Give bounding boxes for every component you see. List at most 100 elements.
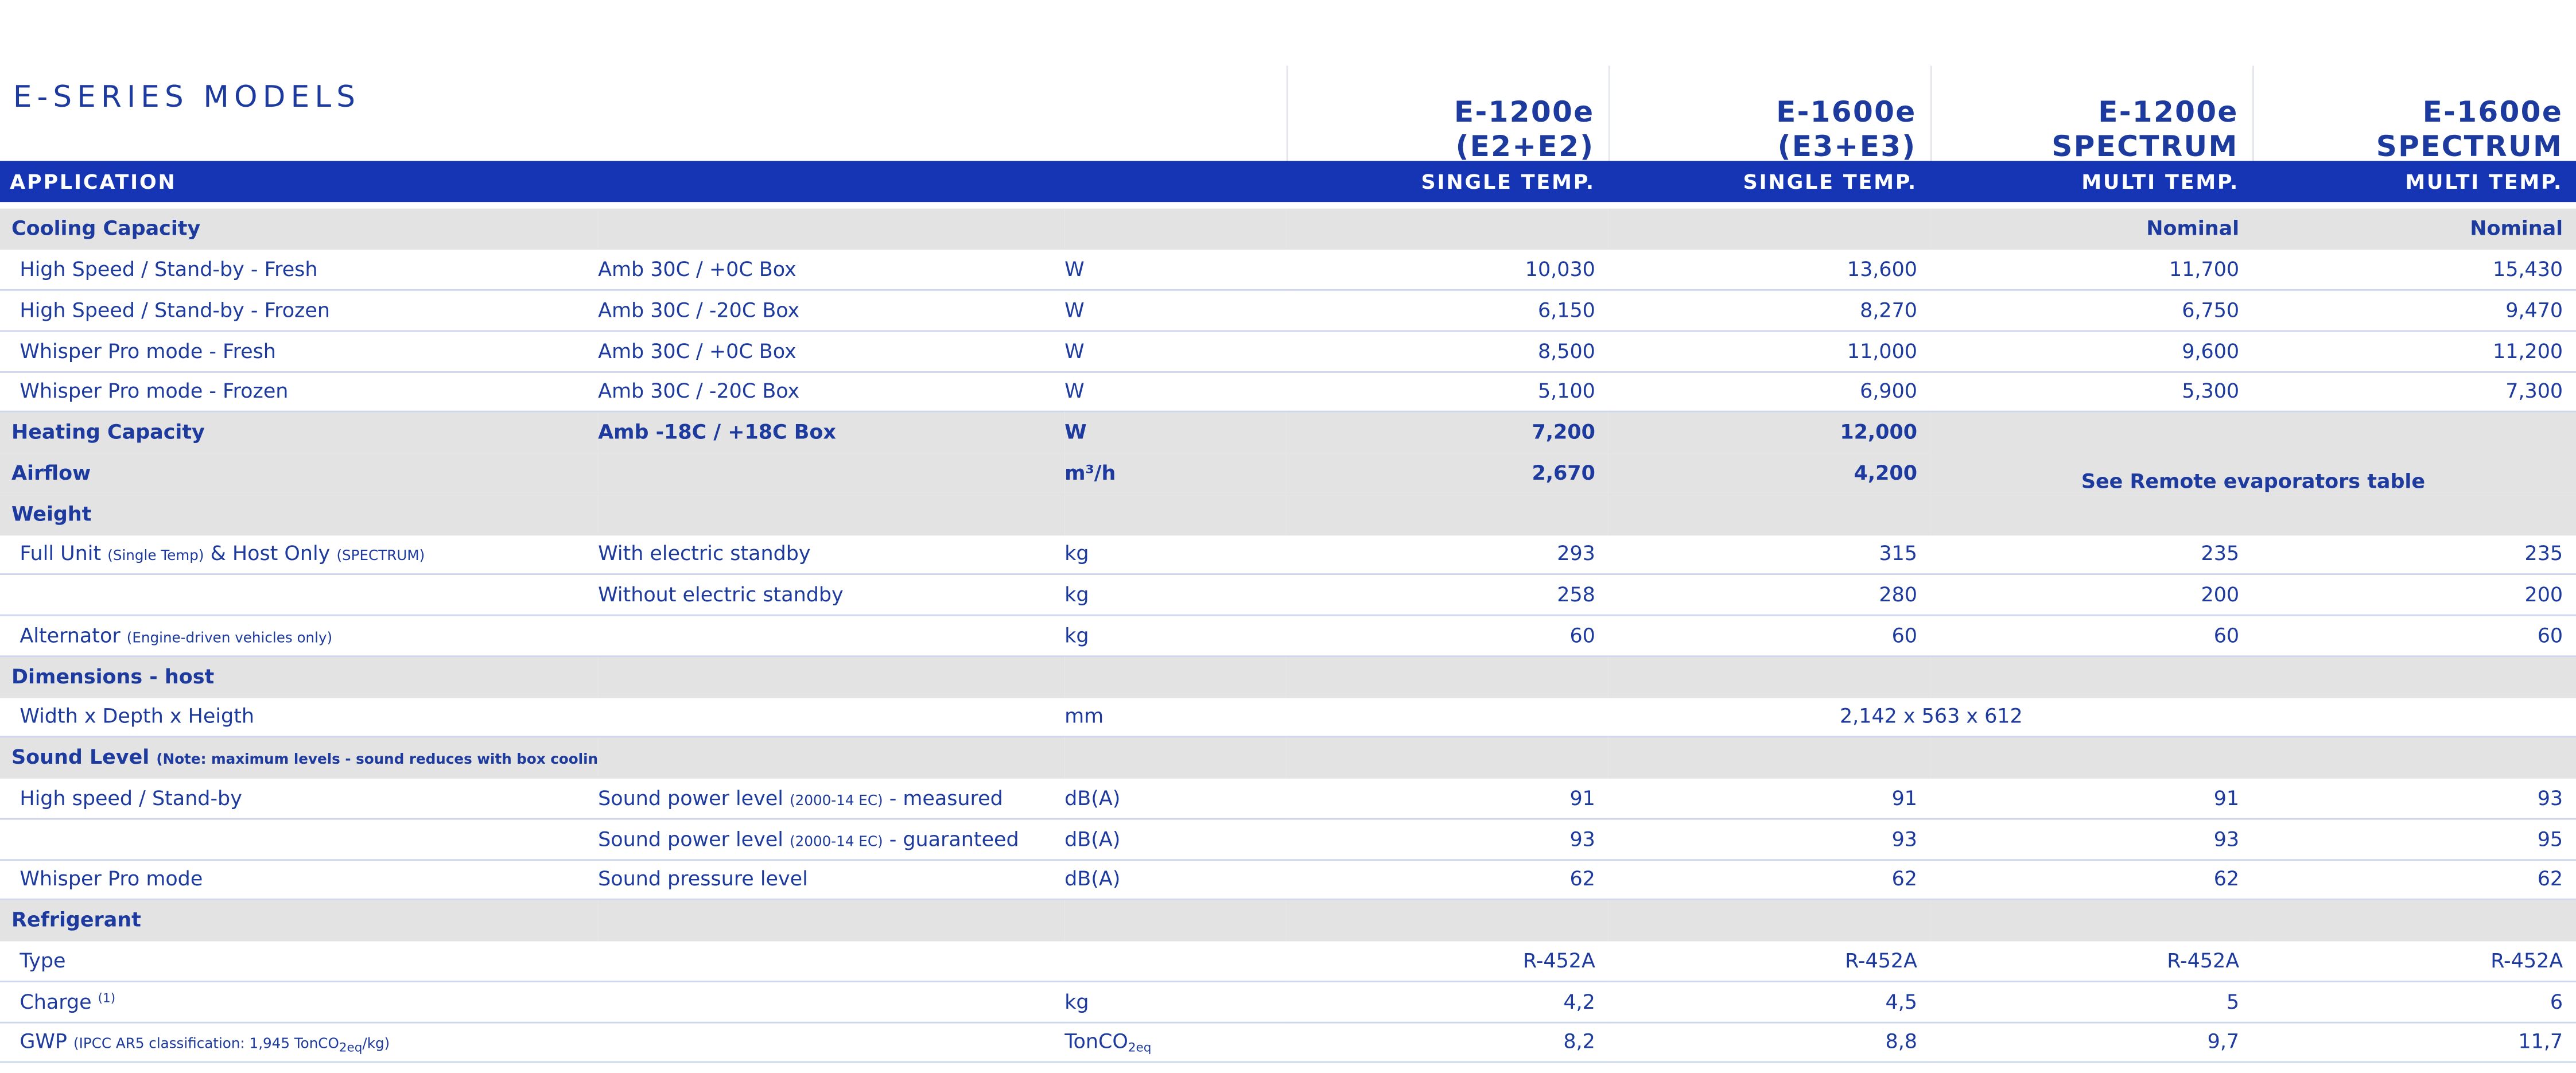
text-part: Without electric standby bbox=[598, 583, 844, 607]
cell-value: R-452A bbox=[1930, 940, 2253, 982]
text-part: (Note: maximum levels - sound reduces wi… bbox=[156, 752, 599, 769]
cell-value bbox=[1608, 737, 1930, 779]
text-part: Sound Level bbox=[11, 746, 157, 769]
cell-value bbox=[1286, 656, 1608, 698]
model-name: (E3+E3) bbox=[1777, 131, 1917, 165]
text-part: With electric standby bbox=[598, 542, 811, 566]
row-condition: With electric standby bbox=[598, 534, 1065, 576]
cell-value: 235 bbox=[1930, 534, 2253, 576]
row-condition bbox=[598, 696, 1065, 738]
text-part: Cooling Capacity bbox=[11, 217, 201, 240]
cell-value: 11,000 bbox=[1608, 331, 1930, 372]
cell-value: 9,7 bbox=[1930, 1021, 2253, 1063]
data-row: Width x Depth x Heigth mm 2,142 x 563 x 61… bbox=[0, 696, 2576, 738]
text-part: Width x Depth x Heigth bbox=[20, 705, 255, 729]
cell-value: 293 bbox=[1286, 534, 1608, 576]
row-label: Whisper Pro mode - Fresh bbox=[0, 331, 599, 372]
cell-value bbox=[1608, 208, 1930, 250]
row-unit: W bbox=[1064, 411, 1287, 454]
cell-value: Nominal bbox=[2252, 208, 2576, 250]
text-part: (1) bbox=[98, 990, 116, 1005]
cell-value: 4,200 bbox=[1608, 452, 1930, 495]
row-condition: Amb -18C / +18C Box bbox=[598, 411, 1065, 454]
row-unit bbox=[1064, 493, 1287, 535]
text-part: Refrigerant bbox=[11, 908, 141, 932]
text-part: W bbox=[1064, 258, 1085, 281]
text-part: dB(A) bbox=[1064, 827, 1121, 850]
application-row: APPLICATION SINGLE TEMP. SINGLE TEMP. MULT… bbox=[0, 161, 2576, 203]
row-label bbox=[0, 818, 599, 860]
row-unit bbox=[1064, 208, 1287, 250]
cell-value: 93 bbox=[1930, 818, 2253, 860]
cell-value bbox=[1286, 208, 1608, 250]
text-part: Whisper Pro mode bbox=[20, 868, 203, 891]
cell-value: 11,700 bbox=[1930, 249, 2253, 291]
row-label: Whisper Pro mode - Frozen bbox=[0, 371, 599, 413]
text-part: W bbox=[1064, 339, 1085, 363]
text-part: kg bbox=[1064, 542, 1089, 566]
data-row: High speed / Stand-by Sound power level (… bbox=[0, 777, 2576, 819]
text-part: Amb 30C / -20C Box bbox=[598, 380, 800, 403]
row-condition bbox=[598, 208, 1065, 250]
cell-value: 7,200 bbox=[1286, 411, 1608, 454]
section-row: Dimensions - host bbox=[0, 656, 2576, 698]
row-label: Dimensions - host bbox=[0, 656, 599, 698]
data-row: Sound power level (2000-14 EC) - guarant… bbox=[0, 818, 2576, 860]
cell-value: 91 bbox=[1930, 777, 2253, 819]
row-unit bbox=[1064, 940, 1287, 982]
application-label: APPLICATION bbox=[10, 170, 177, 193]
section-row: Weight bbox=[0, 493, 2576, 535]
cell-value bbox=[1608, 656, 1930, 698]
row-condition bbox=[598, 615, 1065, 657]
row-label: Full Unit (Single Temp) & Host Only (SPE… bbox=[0, 534, 599, 576]
cell-value: 8,2 bbox=[1286, 1021, 1608, 1063]
data-row: Without electric standby kg 258 280 200 200 bbox=[0, 574, 2576, 616]
row-label: Sound Level (Note: maximum levels - soun… bbox=[0, 737, 599, 779]
model-header: E-1600e SPECTRUM bbox=[2251, 65, 2576, 176]
data-row: Whisper Pro mode Sound pressure level dB(A… bbox=[0, 859, 2576, 901]
row-label: Airflow bbox=[0, 452, 599, 495]
text-part: TonCO bbox=[1064, 1029, 1128, 1053]
cell-value: 280 bbox=[1608, 574, 1930, 616]
cell-value bbox=[1930, 656, 2253, 698]
row-condition: Sound pressure level bbox=[598, 859, 1065, 901]
application-value: MULTI TEMP. bbox=[2081, 170, 2240, 193]
data-row: GWP (IPCC AR5 classification: 1,945 TonC… bbox=[0, 1021, 2576, 1063]
row-condition bbox=[598, 493, 1065, 535]
cell-value: 13,600 bbox=[1608, 249, 1930, 291]
cell-value: 62 bbox=[1608, 859, 1930, 901]
cell-value: 93 bbox=[2252, 777, 2576, 819]
cell-value: 200 bbox=[2252, 574, 2576, 616]
cell-value: 12,000 bbox=[1608, 411, 1930, 454]
row-label: GWP (IPCC AR5 classification: 1,945 TonC… bbox=[0, 1021, 599, 1063]
cell-value: R-452A bbox=[2252, 940, 2576, 982]
text-part: - measured bbox=[883, 786, 1003, 810]
text-part: 2eq bbox=[339, 1039, 363, 1055]
cell-value: 8,500 bbox=[1286, 331, 1608, 372]
row-unit: kg bbox=[1064, 534, 1287, 576]
row-unit: kg bbox=[1064, 981, 1287, 1023]
text-part: Weight bbox=[11, 501, 92, 526]
row-condition: Sound power level (2000-14 EC) - measure… bbox=[598, 777, 1065, 819]
text-part: W bbox=[1064, 298, 1085, 322]
section-row: Heating Capacity Amb -18C / +18C Box W 7,20… bbox=[0, 411, 2576, 495]
text-part: Whisper Pro mode - Frozen bbox=[20, 380, 289, 403]
text-part: (Engine-driven vehicles only) bbox=[126, 630, 333, 647]
cell-value: 60 bbox=[2252, 615, 2576, 657]
cell-value: 5 bbox=[1930, 981, 2253, 1023]
cell-value bbox=[1286, 737, 1608, 779]
cell-value: 60 bbox=[1930, 615, 2253, 657]
row-label: Weight bbox=[0, 493, 599, 535]
application-value: MULTI TEMP. bbox=[2405, 170, 2563, 193]
cell-value bbox=[1608, 900, 1930, 942]
cell-value: 2,670 bbox=[1286, 452, 1608, 495]
row-unit: kg bbox=[1064, 574, 1287, 616]
data-row: Charge (1) kg 4,2 4,5 5 6 bbox=[0, 981, 2576, 1023]
model-name: E-1600e bbox=[2422, 96, 2563, 130]
merged-note: See Remote evaporators table bbox=[1930, 411, 2576, 495]
text-part: GWP bbox=[20, 1029, 74, 1053]
row-condition bbox=[598, 656, 1065, 698]
row-unit: W bbox=[1064, 331, 1287, 372]
